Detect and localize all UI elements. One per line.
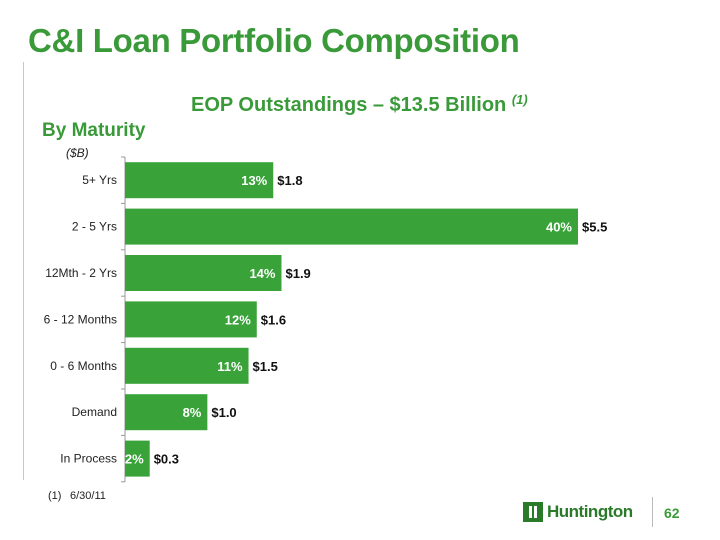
left-rule (23, 62, 24, 480)
value-label: $1.8 (277, 173, 302, 188)
bar (125, 208, 578, 245)
percent-label: 12% (225, 312, 251, 327)
huntington-logo: Huntington (523, 502, 633, 522)
bar (125, 440, 150, 477)
units-label: ($B) (66, 146, 89, 160)
slide-title: C&I Loan Portfolio Composition (28, 22, 520, 59)
percent-label: 11% (217, 359, 243, 374)
footnote: (1) 6/30/11 (48, 490, 106, 502)
percent-label: 8% (183, 405, 202, 420)
category-label: 12Mth - 2 Yrs (45, 266, 117, 280)
huntington-logo-icon (523, 502, 543, 522)
value-label: $0.3 (154, 452, 179, 467)
percent-label: 13% (241, 173, 267, 188)
chart-subtitle: EOP Outstandings – $13.5 Billion (1) (191, 92, 528, 117)
subtitle-footnote-ref: (1) (511, 92, 528, 107)
category-label: 0 - 6 Months (50, 359, 117, 373)
footnote-number: (1) (48, 490, 62, 502)
page-number: 62 (664, 505, 680, 521)
footnote-text: 6/30/11 (70, 490, 106, 502)
page-divider (652, 497, 653, 527)
percent-label: 14% (249, 266, 275, 281)
category-label: In Process (60, 452, 117, 466)
value-label: $1.0 (211, 405, 236, 420)
huntington-logo-text: Huntington (547, 502, 633, 521)
bar (125, 301, 257, 338)
value-label: $1.9 (285, 266, 310, 281)
subtitle-text: EOP Outstandings – $13.5 Billion (191, 94, 507, 116)
category-label: 2 - 5 Yrs (72, 220, 117, 234)
percent-label: 2% (125, 452, 144, 467)
value-label: $1.5 (253, 359, 278, 374)
section-heading: By Maturity (42, 120, 146, 141)
percent-label: 40% (546, 220, 572, 235)
bar (125, 255, 282, 291)
category-label: 6 - 12 Months (44, 312, 117, 326)
category-label: 5+ Yrs (82, 173, 117, 187)
value-label: $1.6 (261, 312, 286, 327)
bar (125, 162, 274, 199)
bar (125, 347, 249, 384)
bar (125, 394, 208, 431)
value-label: $5.5 (582, 220, 607, 235)
category-label: Demand (72, 405, 117, 419)
